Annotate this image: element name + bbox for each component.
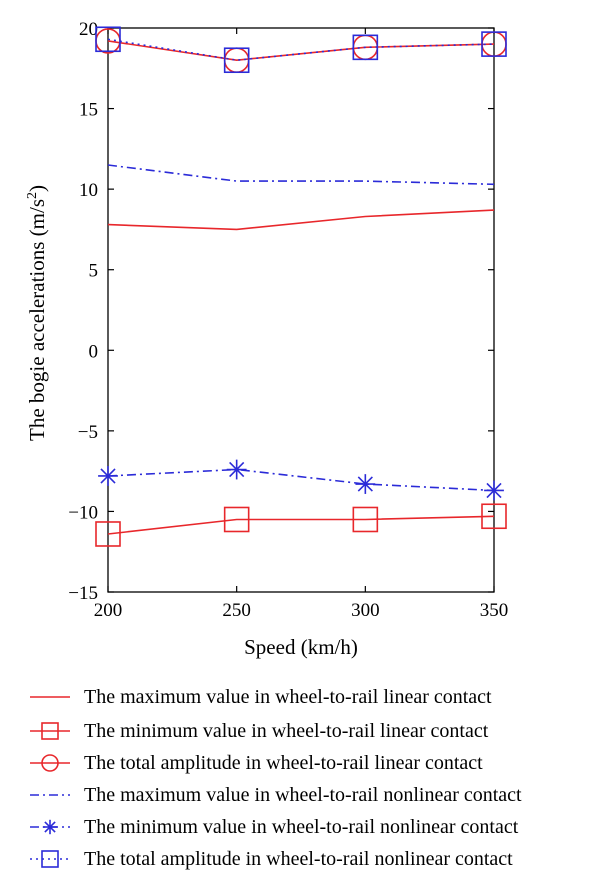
- y-tick-label: 10: [79, 180, 98, 201]
- legend-label: The total amplitude in wheel-to-rail non…: [84, 847, 513, 870]
- series-line: [107, 468, 495, 492]
- x-tick-label: 250: [222, 600, 251, 621]
- y-tick-label: −15: [68, 583, 98, 604]
- legend-item-linear-min: The minimum value in wheel-to-rail linea…: [28, 716, 488, 746]
- series-line: [107, 40, 495, 62]
- chart: −15 −10 −5 0 5 10 15 20 200 250 300 350 Speed (km/h…: [25, 19, 508, 659]
- data-point-marker: [481, 503, 507, 530]
- legend-label: The total amplitude in wheel-to-rail lin…: [84, 751, 483, 774]
- data-point-marker: [226, 459, 247, 480]
- legend-item-nonlinear-amplitude: The total amplitude in wheel-to-rail non…: [28, 844, 513, 874]
- data-point-marker: [42, 819, 58, 835]
- asterisk-stroke: [357, 476, 373, 492]
- series-line: [107, 515, 495, 535]
- data-point-marker: [352, 34, 379, 61]
- asterisk-stroke: [229, 461, 245, 478]
- series-3: [107, 164, 495, 186]
- plot-area: −15 −10 −5 0 5 10 15 20 200 250 300 350: [68, 19, 508, 621]
- data-point-marker: [352, 506, 379, 533]
- data-point-marker: [223, 506, 250, 533]
- legend-label: The maximum value in wheel-to-rail linea…: [84, 685, 492, 708]
- y-axis-title: The bogie accelerations (m/s2): [25, 185, 49, 441]
- series-2: [95, 28, 507, 74]
- plot-frame: [107, 27, 495, 593]
- data-point-marker: [95, 521, 121, 547]
- legend-label: The maximum value in wheel-to-rail nonli…: [84, 783, 522, 806]
- legend-item-linear-max: The maximum value in wheel-to-rail linea…: [28, 682, 492, 712]
- y-axis-title-main: The bogie accelerations (m/s: [25, 199, 49, 441]
- series-0: [107, 209, 495, 231]
- legend-swatch-linear-max: [30, 696, 70, 698]
- data-point-marker: [41, 850, 59, 868]
- asterisk-stroke: [100, 468, 116, 484]
- y-tick-label: 5: [89, 261, 99, 282]
- series-layer: [95, 26, 507, 547]
- data-point-marker: [41, 722, 59, 740]
- y-axis-title-close: ): [25, 185, 49, 192]
- x-tick-label: 350: [480, 600, 509, 621]
- legend-item-nonlinear-max: The maximum value in wheel-to-rail nonli…: [28, 780, 522, 810]
- legend-item-nonlinear-min: The minimum value in wheel-to-rail nonli…: [28, 812, 518, 842]
- y-axis-title-superscript: 2: [25, 192, 40, 199]
- y-tick-label: 0: [89, 341, 99, 362]
- series-line: [107, 164, 495, 186]
- y-tick-label: 15: [79, 100, 98, 121]
- data-point-marker: [98, 466, 118, 486]
- legend-swatch-nonlinear-min: [30, 819, 70, 835]
- x-axis-title: Speed (km/h): [244, 635, 358, 659]
- data-point-marker: [95, 26, 121, 53]
- series-line: [107, 38, 495, 62]
- x-tick-label: 200: [94, 600, 123, 621]
- legend-label: The minimum value in wheel-to-rail linea…: [84, 719, 489, 742]
- legend-swatch-nonlinear-amplitude: [30, 850, 70, 868]
- legend-swatch-linear-amplitude: [30, 754, 70, 772]
- data-point-marker: [355, 474, 376, 494]
- series-line: [107, 209, 495, 231]
- y-tick-label: −10: [68, 502, 98, 523]
- x-tick-label: 300: [351, 600, 380, 621]
- asterisk-stroke: [44, 821, 56, 833]
- y-tick-label: 20: [79, 19, 98, 40]
- data-point-marker: [481, 31, 507, 57]
- series-4: [98, 459, 504, 501]
- data-point-marker: [223, 47, 250, 74]
- legend-swatch-nonlinear-max: [30, 794, 70, 796]
- data-point-marker: [41, 754, 59, 772]
- legend-swatch-linear-min: [30, 722, 70, 740]
- series-1: [95, 503, 507, 547]
- data-point-marker: [484, 480, 504, 501]
- legend-item-linear-amplitude: The total amplitude in wheel-to-rail lin…: [28, 748, 483, 778]
- legend-label: The minimum value in wheel-to-rail nonli…: [84, 815, 519, 838]
- y-tick-label: −5: [78, 422, 98, 443]
- asterisk-stroke: [486, 482, 502, 499]
- series-5: [95, 26, 507, 74]
